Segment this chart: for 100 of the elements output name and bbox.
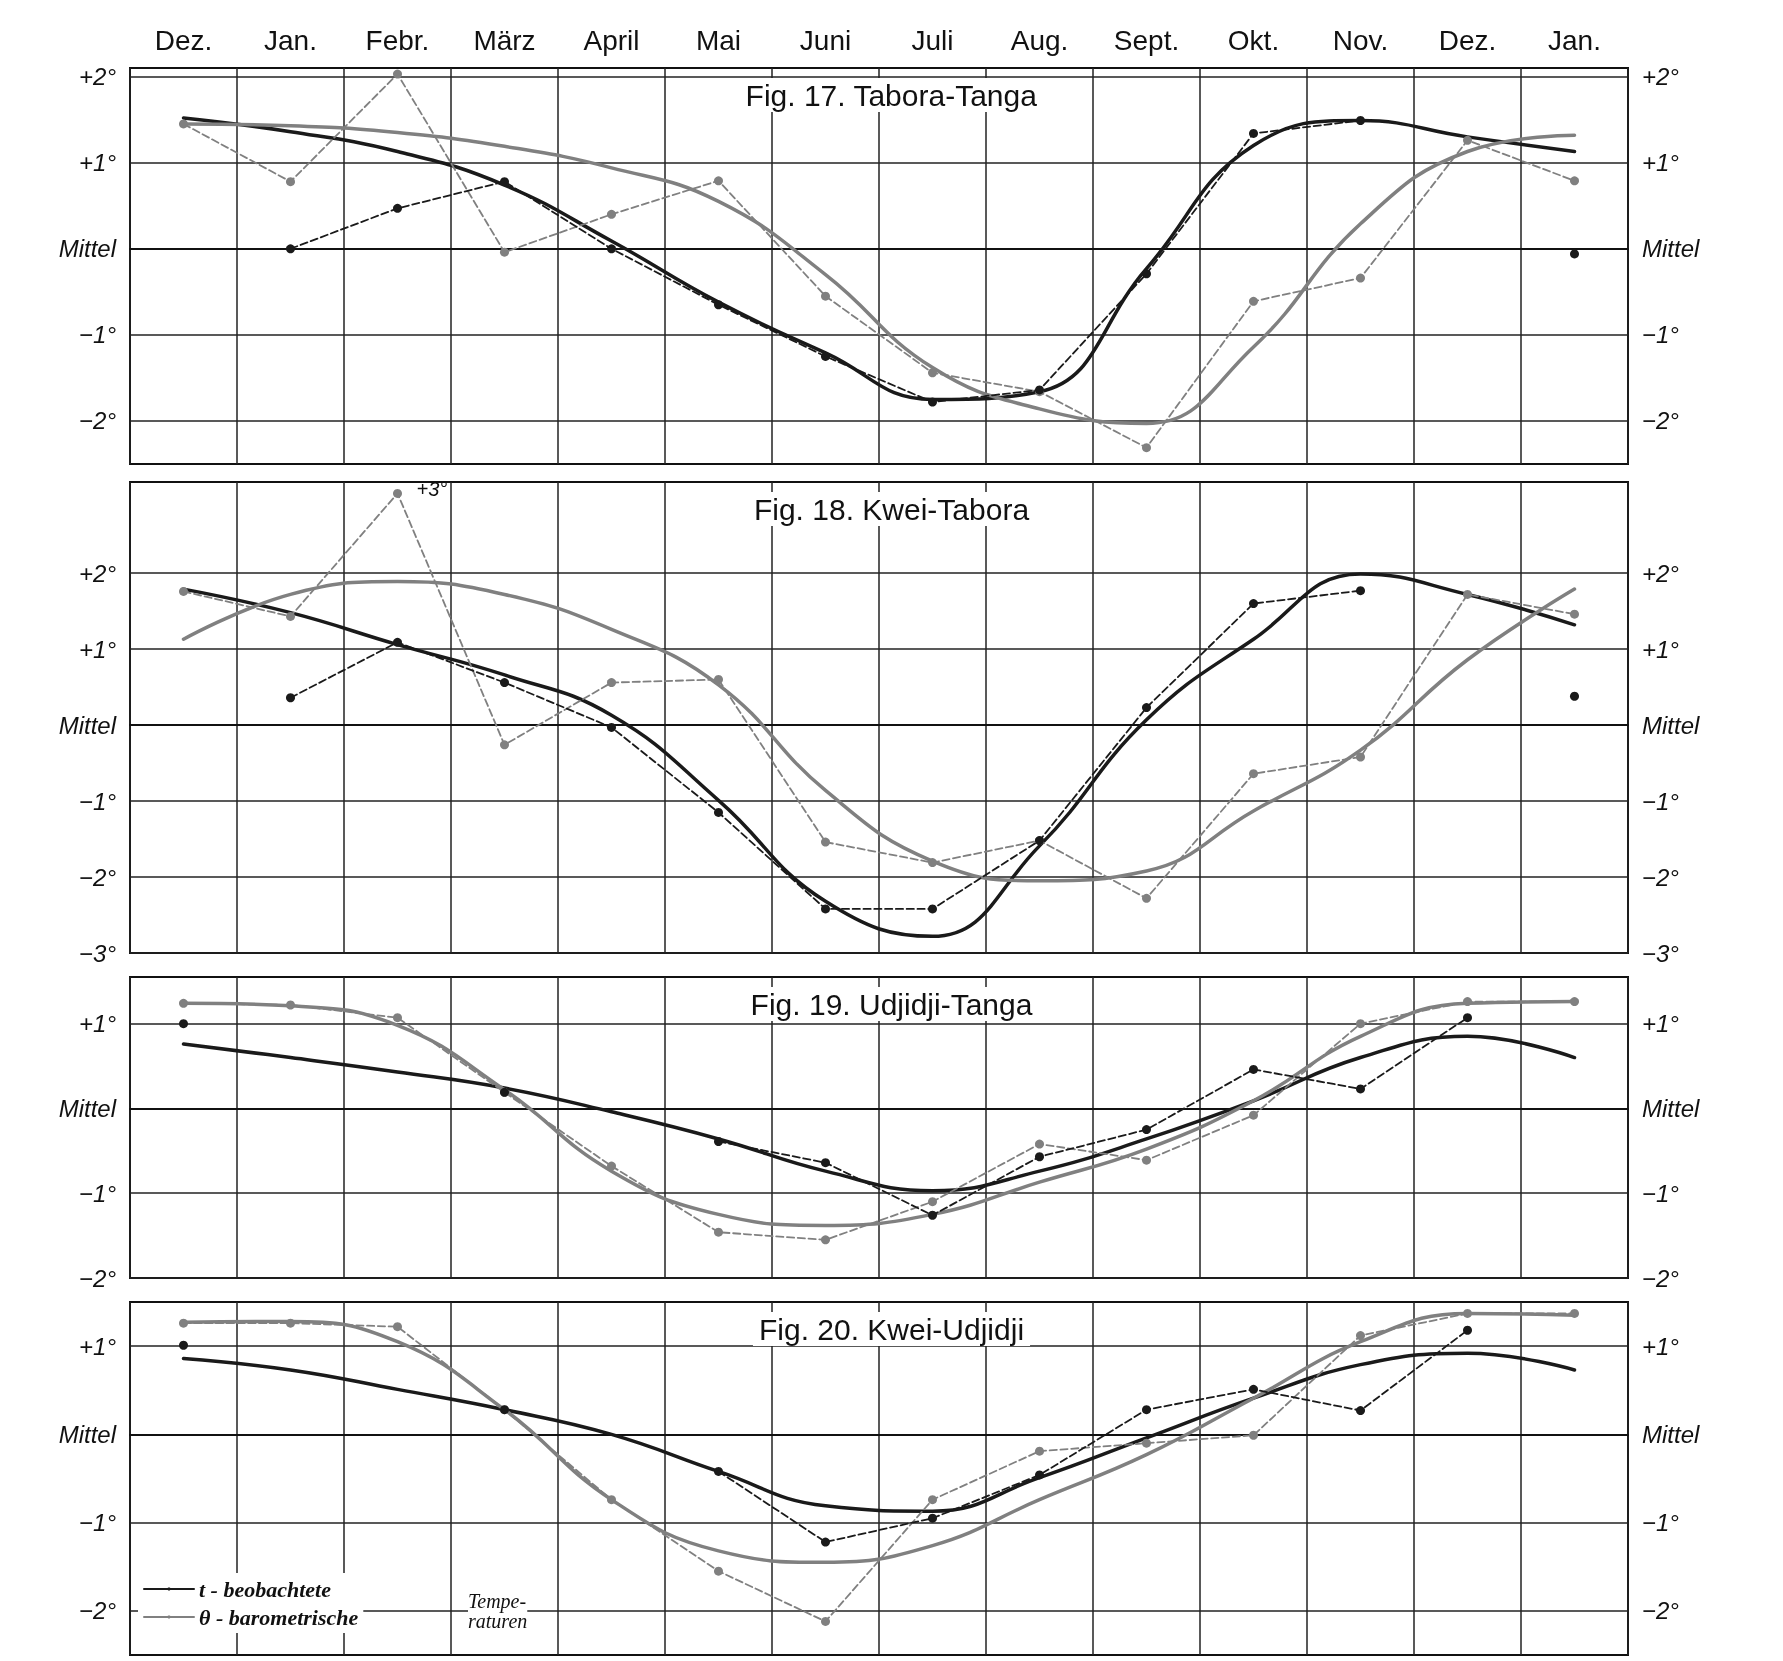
point <box>821 291 830 301</box>
point <box>1249 1110 1258 1120</box>
y-tick-label: −1° <box>79 321 117 349</box>
y2-tick-label: +1° <box>1642 1332 1680 1360</box>
x-tick-label: Okt. <box>1227 24 1280 56</box>
point <box>821 1616 830 1626</box>
point <box>1142 443 1151 453</box>
point <box>286 611 295 621</box>
point <box>1570 249 1579 259</box>
point <box>393 488 402 498</box>
chart-title: Fig. 18. Kwei-Tabora <box>753 492 1030 526</box>
point <box>714 675 723 685</box>
y-tick-label: −1° <box>79 787 117 815</box>
point <box>1142 1405 1151 1415</box>
x-tick-label: Febr. <box>365 24 430 56</box>
x-tick-label: Mai <box>695 24 742 56</box>
y2-tick-label: Mittel <box>1642 1420 1701 1448</box>
x-tick-label: Sept. <box>1113 24 1180 56</box>
point <box>1249 296 1258 306</box>
y-tick-label: −2° <box>79 863 117 891</box>
x-tick-label: Aug. <box>1010 24 1069 56</box>
point <box>1142 1438 1151 1448</box>
y2-tick-label: −1° <box>1642 1179 1680 1207</box>
y-tick-label: +1° <box>79 1332 117 1360</box>
point <box>1142 893 1151 903</box>
y-tick-label: +1° <box>79 149 117 177</box>
point <box>821 1158 830 1168</box>
y2-tick-label: +1° <box>1642 1010 1680 1038</box>
y2-tick-label: +1° <box>1642 635 1680 663</box>
point <box>1035 1139 1044 1149</box>
y-tick-label: −2° <box>79 1597 117 1625</box>
point <box>1142 1125 1151 1135</box>
x-tick-label: Jan. <box>264 24 317 56</box>
chart-title: Fig. 17. Tabora-Tanga <box>745 78 1038 112</box>
y2-tick-label: Mittel <box>1642 235 1701 263</box>
x-tick-label: April <box>583 24 640 56</box>
x-tick-label: Dez. <box>154 24 213 56</box>
y2-tick-label: +2° <box>1642 63 1680 91</box>
x-tick-label: Nov. <box>1332 24 1389 56</box>
point <box>928 1495 937 1505</box>
point <box>821 904 830 914</box>
point <box>607 678 616 688</box>
point <box>1142 1155 1151 1165</box>
point <box>714 1227 723 1237</box>
point <box>607 244 616 254</box>
y-tick-label: −2° <box>79 407 117 435</box>
point <box>1035 1446 1044 1456</box>
point <box>393 637 402 647</box>
legend-label: t - beobachtete <box>199 1576 332 1602</box>
point <box>179 1318 188 1328</box>
x-tick-label: Juli <box>911 24 954 56</box>
point <box>821 1235 830 1245</box>
y-tick-label: +1° <box>79 1010 117 1038</box>
point <box>179 119 188 129</box>
point <box>1570 609 1579 619</box>
point <box>1570 691 1579 701</box>
x-tick-label: März <box>473 24 536 56</box>
point <box>1035 1152 1044 1162</box>
point <box>1356 1406 1365 1416</box>
point <box>286 693 295 703</box>
point <box>393 69 402 79</box>
point <box>1356 586 1365 596</box>
point <box>714 1466 723 1476</box>
point <box>928 397 937 407</box>
y2-tick-label: +2° <box>1642 559 1680 587</box>
x-tick-label: Dez. <box>1438 24 1497 56</box>
point <box>714 300 723 310</box>
point <box>286 244 295 254</box>
x-tick-label: Juni <box>799 24 852 56</box>
point <box>1142 269 1151 279</box>
point <box>393 1013 402 1023</box>
point <box>179 998 188 1008</box>
point <box>393 203 402 213</box>
point <box>1356 752 1365 762</box>
point <box>821 837 830 847</box>
point <box>607 722 616 732</box>
point <box>1142 703 1151 713</box>
point <box>1356 1084 1365 1094</box>
point <box>1035 1470 1044 1480</box>
point <box>286 1000 295 1010</box>
point <box>928 1513 937 1523</box>
point <box>1570 1308 1579 1318</box>
y-tick-label: +2° <box>79 559 117 587</box>
point <box>179 1019 188 1029</box>
point <box>1356 1019 1365 1029</box>
point <box>179 586 188 596</box>
point <box>928 368 937 378</box>
point <box>393 1322 402 1332</box>
y-tick-label: −3° <box>79 939 117 967</box>
y2-tick-label: −2° <box>1642 863 1680 891</box>
point <box>1249 599 1258 609</box>
point <box>607 209 616 219</box>
y-tick-label: +2° <box>79 63 117 91</box>
point <box>500 247 509 257</box>
chart-title: Fig. 19. Udjidji-Tanga <box>750 987 1033 1021</box>
point <box>928 904 937 914</box>
point <box>500 177 509 187</box>
y2-tick-label: −1° <box>1642 1509 1680 1537</box>
point <box>607 1161 616 1171</box>
y2-tick-label: −3° <box>1642 939 1680 967</box>
